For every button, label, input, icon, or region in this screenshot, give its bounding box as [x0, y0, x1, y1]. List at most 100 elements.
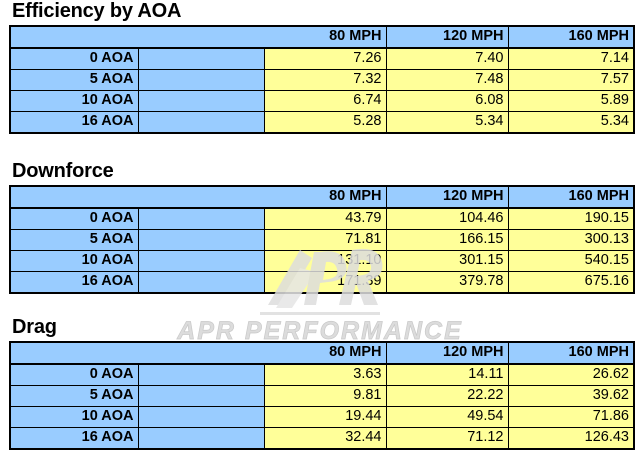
column-header-160-mph: 160 MPH [507, 342, 634, 365]
cell-160-mph: 540.15 [507, 250, 635, 272]
cell-160-mph: 39.62 [507, 385, 635, 407]
row-label-aoa: 10 AOA [9, 406, 139, 428]
column-header-aoa [10, 186, 139, 209]
row-label-aoa: 0 AOA [9, 47, 139, 70]
row-spacer-cell [137, 363, 265, 386]
row-spacer-cell [137, 427, 265, 449]
column-header-spacer [137, 186, 265, 209]
table-row: 0 AOA 7.26 7.40 7.14 [9, 47, 635, 70]
cell-80-mph: 6.74 [263, 90, 387, 112]
cell-120-mph: 14.11 [385, 363, 509, 386]
cell-80-mph: 32.44 [263, 427, 387, 449]
cell-160-mph: 71.86 [507, 406, 635, 428]
table-row: 16 AOA 32.44 71.12 126.43 [9, 427, 635, 449]
cell-160-mph: 5.34 [507, 111, 635, 133]
table-row: 10 AOA 131.10 301.15 540.15 [9, 250, 635, 272]
table-row: 10 AOA 6.74 6.08 5.89 [9, 90, 635, 112]
section-downforce: Downforce 80 MPH 120 MPH 160 MPH 0 AOA 4 [8, 160, 635, 294]
row-spacer-cell [137, 229, 265, 251]
row-spacer-cell [137, 271, 265, 293]
column-header-120-mph: 120 MPH [385, 342, 509, 365]
cell-160-mph: 26.62 [507, 363, 635, 386]
cell-160-mph: 675.16 [507, 271, 635, 293]
column-header-120-mph: 120 MPH [385, 186, 509, 209]
column-header-160-mph: 160 MPH [507, 26, 634, 49]
column-header-80-mph: 80 MPH [263, 342, 387, 365]
cell-120-mph: 301.15 [385, 250, 509, 272]
row-spacer-cell [137, 385, 265, 407]
cell-80-mph: 7.26 [263, 47, 387, 70]
cell-80-mph: 43.79 [263, 207, 387, 230]
cell-160-mph: 300.13 [507, 229, 635, 251]
row-spacer-cell [137, 207, 265, 230]
row-label-aoa: 5 AOA [9, 69, 139, 91]
cell-80-mph: 7.32 [263, 69, 387, 91]
row-label-aoa: 16 AOA [9, 427, 139, 449]
cell-160-mph: 5.89 [507, 90, 635, 112]
section-spacer [8, 134, 632, 160]
row-spacer-cell [137, 69, 265, 91]
cell-80-mph: 9.81 [263, 385, 387, 407]
cell-80-mph: 3.63 [263, 363, 387, 386]
table-row: 5 AOA 71.81 166.15 300.13 [9, 229, 635, 251]
row-label-aoa: 5 AOA [9, 229, 139, 251]
table-row: 0 AOA 43.79 104.46 190.15 [9, 207, 635, 230]
row-spacer-cell [137, 406, 265, 428]
column-header-aoa [10, 342, 139, 365]
cell-120-mph: 166.15 [385, 229, 509, 251]
row-spacer-cell [137, 47, 265, 70]
cell-120-mph: 49.54 [385, 406, 509, 428]
table-downforce: 80 MPH 120 MPH 160 MPH 0 AOA 43.79 104.4… [9, 185, 635, 294]
row-spacer-cell [137, 111, 265, 133]
column-header-80-mph: 80 MPH [263, 26, 387, 49]
column-header-80-mph: 80 MPH [263, 186, 387, 209]
cell-80-mph: 131.10 [263, 250, 387, 272]
column-header-spacer [137, 26, 265, 49]
cell-120-mph: 71.12 [385, 427, 509, 449]
row-label-aoa: 10 AOA [9, 250, 139, 272]
cell-120-mph: 7.48 [385, 69, 509, 91]
table-row: 5 AOA 7.32 7.48 7.57 [9, 69, 635, 91]
table-row: 16 AOA 5.28 5.34 5.34 [9, 111, 635, 133]
column-header-160-mph: 160 MPH [507, 186, 634, 209]
table-drag: 80 MPH 120 MPH 160 MPH 0 AOA 3.63 14.11 … [9, 341, 635, 450]
cell-80-mph: 5.28 [263, 111, 387, 133]
table-header-row: 80 MPH 120 MPH 160 MPH [10, 26, 634, 49]
table-efficiency: 80 MPH 120 MPH 160 MPH 0 AOA 7.26 7.40 7… [9, 25, 635, 134]
page-title-drag: Drag [12, 316, 57, 338]
cell-120-mph: 22.22 [385, 385, 509, 407]
cell-120-mph: 5.34 [385, 111, 509, 133]
column-header-aoa [10, 26, 139, 49]
cell-120-mph: 379.78 [385, 271, 509, 293]
section-spacer [8, 294, 632, 316]
cell-160-mph: 7.57 [507, 69, 635, 91]
page-title-efficiency: Efficiency by AOA [12, 0, 182, 22]
row-label-aoa: 16 AOA [9, 271, 139, 293]
cell-120-mph: 104.46 [385, 207, 509, 230]
cell-160-mph: 190.15 [507, 207, 635, 230]
column-header-spacer [137, 342, 265, 365]
cell-80-mph: 71.81 [263, 229, 387, 251]
section-efficiency: Efficiency by AOA 80 MPH 120 MPH 160 MPH… [8, 0, 635, 134]
row-spacer-cell [137, 90, 265, 112]
row-spacer-cell [137, 250, 265, 272]
table-row: 0 AOA 3.63 14.11 26.62 [9, 363, 635, 386]
cell-160-mph: 126.43 [507, 427, 635, 449]
row-label-aoa: 10 AOA [9, 90, 139, 112]
column-header-120-mph: 120 MPH [385, 26, 509, 49]
cell-160-mph: 7.14 [507, 47, 635, 70]
table-header-row: 80 MPH 120 MPH 160 MPH [10, 186, 634, 209]
row-label-aoa: 0 AOA [9, 363, 139, 386]
row-label-aoa: 0 AOA [9, 207, 139, 230]
table-row: 16 AOA 171.39 379.78 675.16 [9, 271, 635, 293]
row-label-aoa: 16 AOA [9, 111, 139, 133]
cell-80-mph: 171.39 [263, 271, 387, 293]
section-drag: Drag 80 MPH 120 MPH 160 MPH 0 AOA 3.63 [8, 316, 635, 450]
row-label-aoa: 5 AOA [9, 385, 139, 407]
cell-80-mph: 19.44 [263, 406, 387, 428]
table-header-row: 80 MPH 120 MPH 160 MPH [10, 342, 634, 365]
page-title-downforce: Downforce [12, 160, 114, 182]
table-row: 5 AOA 9.81 22.22 39.62 [9, 385, 635, 407]
cell-120-mph: 7.40 [385, 47, 509, 70]
